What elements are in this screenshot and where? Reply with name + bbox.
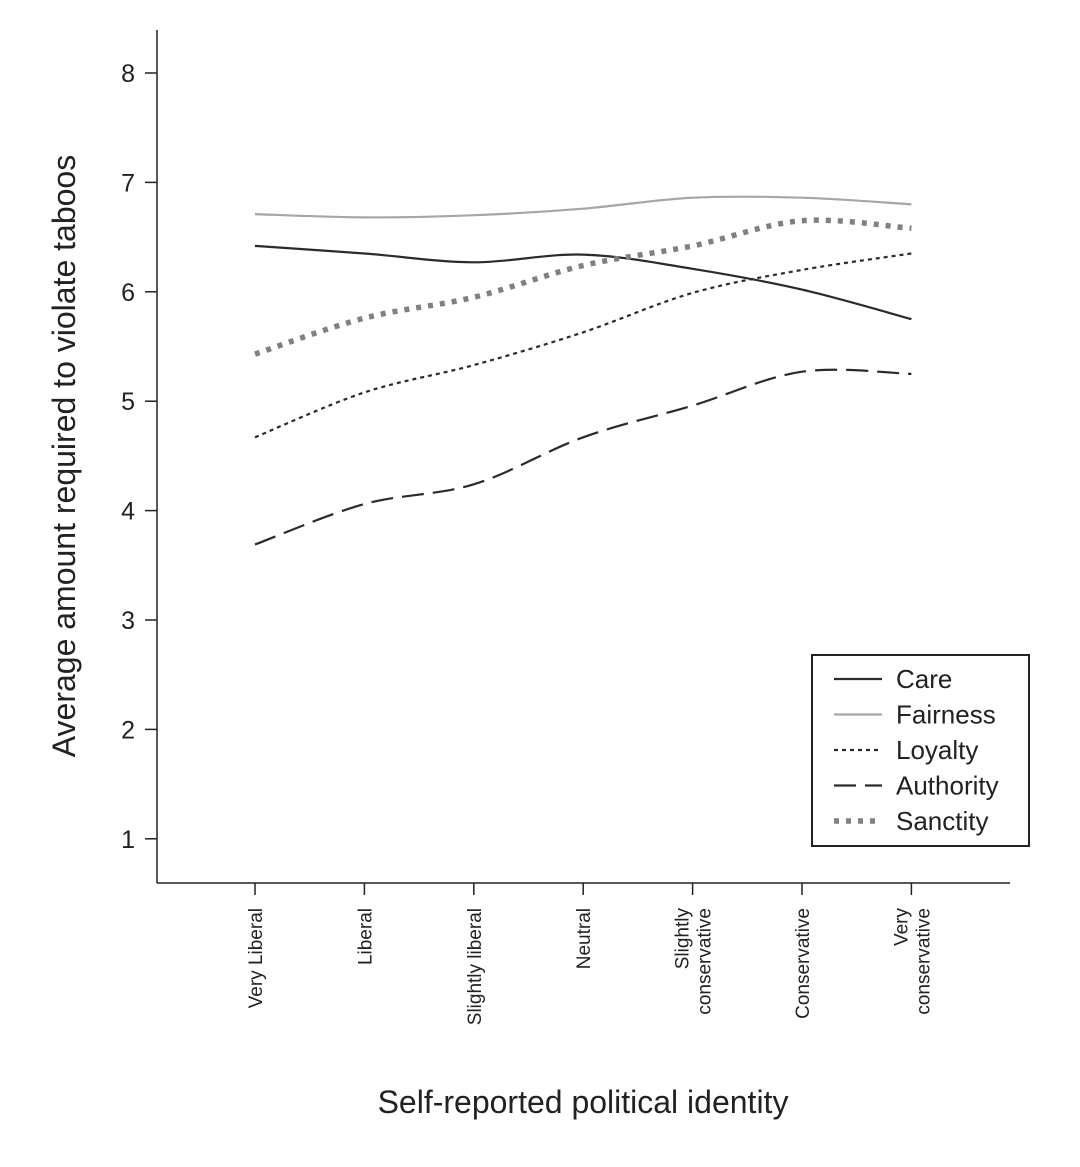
series-line-fairness <box>254 195 912 219</box>
legend-label-authority: Authority <box>896 771 999 801</box>
legend-label-loyalty: Loyalty <box>896 735 978 765</box>
y-tick-label: 4 <box>121 498 135 526</box>
y-tick-label: 7 <box>121 169 135 197</box>
x-tick-label: Very Liberal <box>246 908 267 1008</box>
legend-box <box>811 654 1030 847</box>
y-axis-title: Average amount required to violate taboo… <box>46 155 82 757</box>
x-tick-label: Conservative <box>793 908 814 1019</box>
legend: Care Fairness Loyalty Authority Sanctity <box>811 654 1030 847</box>
y-tick-label: 6 <box>121 279 135 307</box>
series-lines <box>254 195 912 546</box>
x-ticks: Very Liberal Liberal Slightly liberal Neutr… <box>246 883 934 1025</box>
legend-items: Care Fairness Loyalty Authority Sanctity <box>834 664 999 836</box>
x-tick-label: Neutral <box>574 908 595 969</box>
x-tick-label: Very <box>891 908 912 947</box>
y-tick-label: 1 <box>121 826 135 854</box>
series-line-care <box>254 244 912 321</box>
x-tick-label: conservative <box>695 908 716 1015</box>
legend-label-care: Care <box>896 664 952 694</box>
y-tick-label: 2 <box>121 716 135 744</box>
x-tick-label: Slightly <box>673 908 694 970</box>
y-ticks: 1 2 3 4 5 6 7 8 <box>121 60 157 854</box>
legend-label-sanctity: Sanctity <box>896 806 989 836</box>
y-tick-label: 5 <box>121 388 135 416</box>
y-tick-label: 8 <box>121 60 135 88</box>
series-line-authority <box>254 368 912 546</box>
x-tick-label: conservative <box>913 908 934 1015</box>
x-tick-label: Liberal <box>355 908 376 965</box>
y-tick-label: 3 <box>121 607 135 635</box>
legend-label-fairness: Fairness <box>896 700 996 730</box>
x-tick-label: Slightly liberal <box>465 908 486 1025</box>
series-line-sanctity <box>254 217 912 357</box>
series-line-loyalty <box>254 252 912 439</box>
x-axis-title: Self-reported political identity <box>378 1084 789 1120</box>
